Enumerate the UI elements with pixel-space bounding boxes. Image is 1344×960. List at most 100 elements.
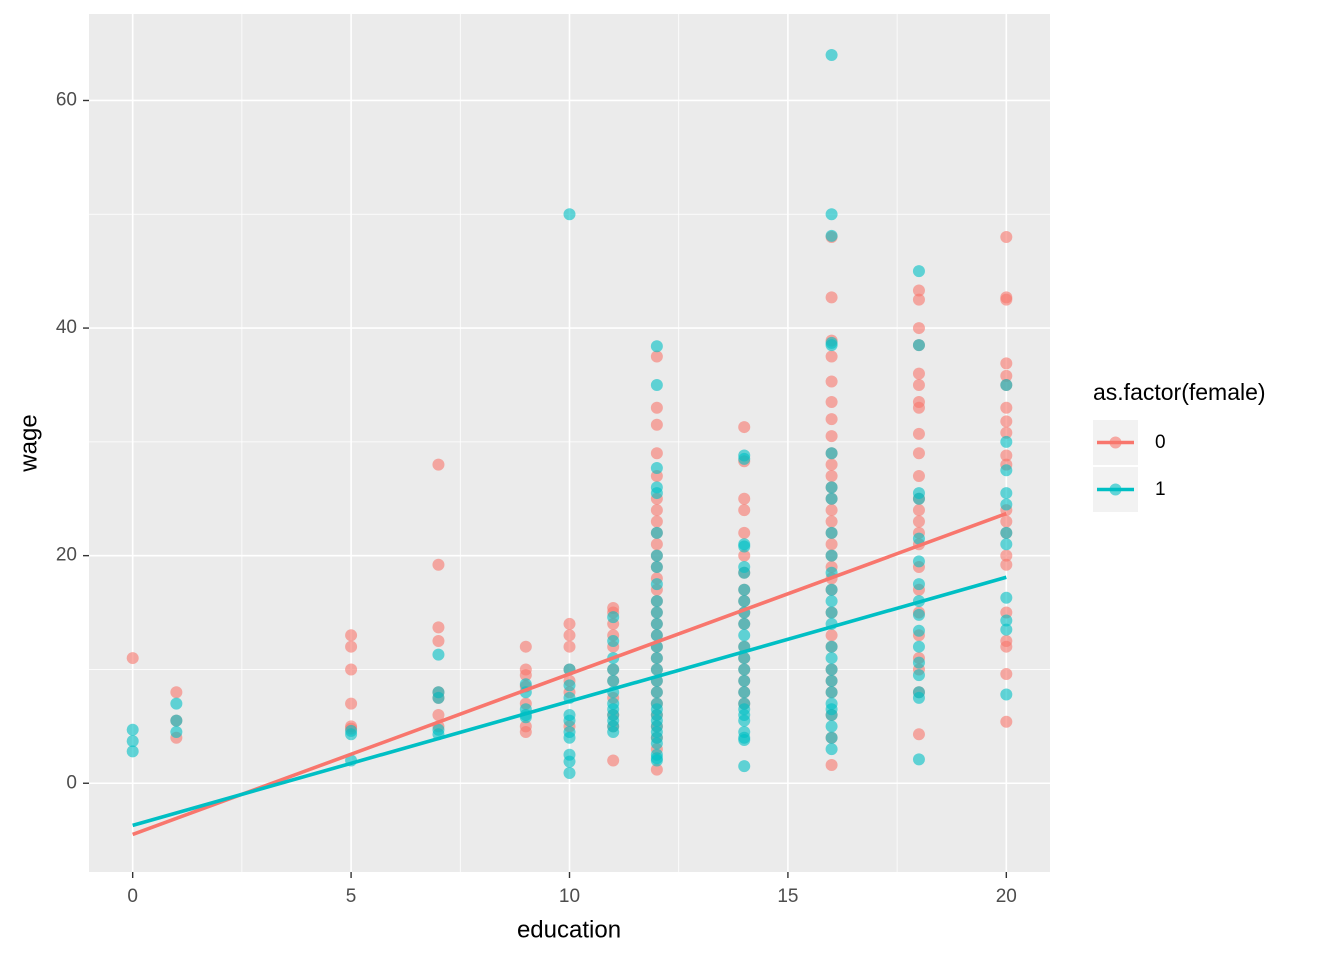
point — [432, 691, 445, 704]
point — [912, 515, 925, 528]
point — [912, 504, 925, 517]
point — [126, 652, 139, 665]
point — [650, 401, 663, 414]
point — [738, 421, 751, 434]
point — [1000, 538, 1013, 551]
point — [825, 526, 838, 539]
point — [912, 447, 925, 460]
point — [825, 430, 838, 443]
point — [650, 629, 663, 642]
point — [912, 532, 925, 545]
point — [912, 608, 925, 621]
point — [825, 640, 838, 653]
point — [563, 714, 576, 727]
point — [563, 629, 576, 642]
legend: as.factor(female) 0 1 — [1093, 379, 1266, 512]
point — [607, 663, 620, 676]
point — [738, 734, 751, 746]
point — [126, 735, 139, 748]
point — [738, 674, 751, 687]
legend-label: 1 — [1155, 479, 1166, 500]
point — [1000, 357, 1013, 370]
point — [825, 663, 838, 676]
point — [650, 504, 663, 517]
point — [825, 583, 838, 596]
point — [650, 686, 663, 699]
point — [1000, 623, 1013, 636]
point — [738, 714, 751, 727]
fit-line — [132, 575, 1007, 828]
x-tick-label: 20 — [996, 886, 1017, 907]
point — [1000, 293, 1013, 306]
point — [738, 452, 751, 465]
point — [650, 487, 663, 500]
point — [126, 723, 139, 736]
y-tick-label: 20 — [56, 545, 77, 566]
y-axis-title: wage — [15, 414, 42, 472]
point — [825, 595, 838, 608]
point — [650, 752, 663, 765]
point — [825, 396, 838, 409]
point — [825, 447, 838, 460]
point — [607, 726, 620, 739]
point — [345, 629, 358, 642]
point — [912, 322, 925, 335]
point — [432, 708, 445, 721]
point — [1000, 401, 1013, 414]
point — [1000, 464, 1013, 477]
y-tick-label: 0 — [66, 772, 77, 793]
point — [912, 656, 925, 669]
point — [650, 578, 663, 591]
point — [912, 555, 925, 568]
point — [912, 265, 925, 278]
point — [1000, 487, 1013, 500]
point — [1000, 688, 1013, 701]
point — [825, 458, 838, 471]
point — [650, 652, 663, 665]
point — [825, 686, 838, 699]
point — [825, 48, 838, 61]
y-tick-label: 60 — [56, 89, 77, 110]
point — [650, 462, 663, 475]
point — [825, 504, 838, 517]
point — [912, 401, 925, 414]
point — [170, 697, 183, 710]
point — [1000, 715, 1013, 728]
point — [912, 293, 925, 306]
point — [1000, 549, 1013, 562]
point — [650, 617, 663, 630]
point — [563, 731, 576, 744]
point — [738, 652, 751, 665]
point — [432, 458, 445, 471]
point — [738, 629, 751, 642]
point — [345, 640, 358, 653]
point — [607, 635, 620, 647]
point — [1000, 426, 1013, 439]
point — [1000, 668, 1013, 680]
point — [825, 549, 838, 562]
point — [650, 663, 663, 676]
point — [912, 427, 925, 440]
point — [170, 714, 183, 727]
point — [432, 558, 445, 571]
point — [825, 350, 838, 363]
point — [1000, 449, 1013, 462]
point — [607, 611, 620, 624]
fit-line — [132, 511, 1007, 837]
point — [1000, 591, 1013, 604]
point — [825, 339, 838, 352]
point — [170, 686, 183, 699]
point — [912, 578, 925, 591]
point — [912, 624, 925, 637]
point — [738, 617, 751, 630]
x-tick-label: 5 — [346, 886, 357, 907]
point — [1000, 435, 1013, 448]
point — [825, 375, 838, 388]
point — [825, 720, 838, 733]
point — [650, 763, 663, 776]
point — [825, 674, 838, 687]
point — [912, 640, 925, 653]
point — [345, 728, 358, 741]
point — [912, 669, 925, 682]
